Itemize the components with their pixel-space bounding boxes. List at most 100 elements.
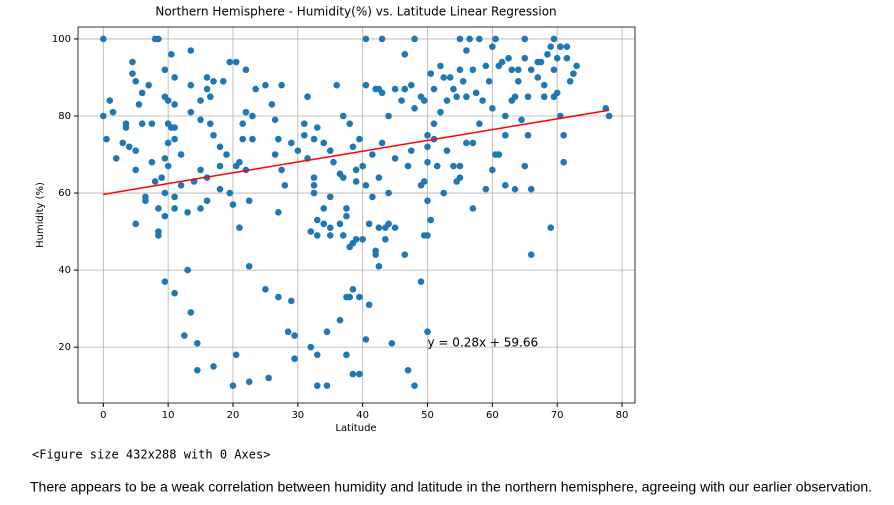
point: [206, 93, 214, 101]
point: [275, 209, 282, 216]
point: [291, 355, 298, 362]
point: [356, 293, 363, 301]
point: [527, 66, 535, 74]
x-tick-label: 40: [356, 410, 369, 421]
point: [343, 212, 350, 220]
point: [547, 224, 555, 232]
point: [216, 143, 224, 151]
point: [378, 89, 386, 97]
point: [187, 81, 195, 89]
y-tick-label: 40: [58, 265, 71, 276]
point: [161, 278, 169, 285]
point: [288, 139, 295, 147]
point: [437, 62, 444, 70]
point: [560, 158, 567, 166]
x-axis-label: Latitude: [335, 423, 376, 434]
point: [132, 147, 140, 154]
point: [605, 112, 613, 120]
point: [365, 301, 373, 309]
point: [155, 35, 162, 43]
point: [378, 139, 386, 147]
point: [294, 147, 302, 154]
point: [369, 193, 376, 201]
point: [323, 328, 331, 336]
point: [489, 166, 496, 174]
point: [420, 97, 428, 104]
point: [281, 182, 289, 189]
x-tick-label: 30: [291, 410, 304, 421]
point: [563, 43, 571, 50]
point: [401, 251, 409, 258]
point: [171, 205, 178, 212]
point: [359, 235, 366, 243]
point: [313, 124, 321, 131]
point: [181, 332, 188, 339]
point: [313, 351, 321, 359]
point: [365, 220, 373, 228]
point: [385, 220, 392, 228]
point: [547, 43, 555, 50]
point: [206, 120, 214, 127]
point: [119, 139, 127, 147]
point: [378, 35, 386, 43]
point: [99, 35, 107, 43]
point: [236, 224, 243, 232]
point: [103, 135, 110, 143]
point: [433, 162, 441, 170]
point: [278, 81, 285, 89]
point: [336, 316, 344, 324]
point: [540, 81, 548, 89]
point: [313, 232, 321, 239]
point: [524, 93, 532, 101]
point: [440, 74, 448, 81]
point: [482, 62, 490, 70]
point: [307, 343, 315, 351]
point: [187, 47, 195, 54]
point: [346, 293, 353, 301]
point: [109, 108, 117, 116]
point: [203, 74, 211, 81]
point: [407, 147, 415, 154]
point: [236, 158, 243, 166]
point: [466, 35, 473, 43]
point: [524, 131, 532, 139]
point: [197, 166, 204, 174]
point: [229, 201, 237, 208]
point: [424, 328, 431, 336]
point: [463, 93, 470, 101]
y-tick-label: 80: [58, 111, 71, 122]
x-tick-label: 20: [227, 410, 240, 421]
point: [339, 112, 347, 120]
point: [171, 101, 178, 108]
point: [352, 235, 360, 243]
point: [271, 151, 279, 158]
point: [177, 182, 185, 189]
point: [310, 182, 318, 189]
point: [495, 151, 503, 158]
point: [472, 89, 480, 97]
point: [375, 262, 383, 270]
point: [492, 35, 499, 43]
point: [275, 293, 282, 301]
point: [398, 97, 405, 104]
point: [385, 112, 392, 120]
point: [232, 351, 240, 359]
x-tick-label: 70: [551, 410, 564, 421]
point: [252, 85, 259, 93]
point: [369, 151, 376, 158]
point: [161, 189, 169, 197]
point: [268, 101, 276, 108]
point: [271, 116, 279, 124]
point: [184, 209, 191, 216]
point: [310, 189, 318, 197]
point: [359, 162, 366, 170]
point: [427, 70, 435, 77]
point: [362, 182, 370, 189]
point: [372, 251, 379, 258]
point: [424, 158, 431, 166]
point: [563, 54, 571, 62]
point: [339, 174, 347, 181]
point: [430, 120, 438, 127]
